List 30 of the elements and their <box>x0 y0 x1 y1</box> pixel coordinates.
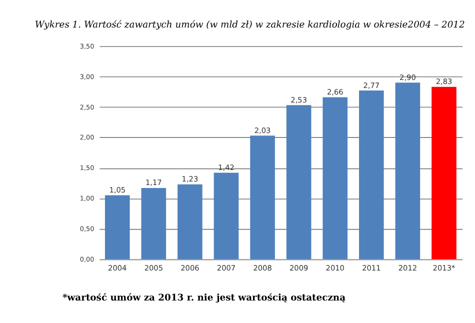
data-label: 2,03 <box>254 126 272 135</box>
x-tick-label: 2006 <box>180 264 200 273</box>
data-label: 1,05 <box>109 186 126 195</box>
bar <box>432 86 456 260</box>
x-tick-label: 2005 <box>144 264 164 273</box>
chart-title: Wykres 1. Wartość zawartych umów (w mld zł) w zakresie kardiologia w okresie2004 – 2012 <box>34 20 466 31</box>
x-tick-label: 2009 <box>289 264 308 273</box>
data-label: 1,23 <box>182 174 198 184</box>
bar <box>322 97 348 260</box>
text: *wartość umów za 2013 r. nie jest wartością ostateczną <box>62 292 346 304</box>
data-label: 1,17 <box>145 178 162 188</box>
data-label: 2,53 <box>290 95 308 104</box>
data-label: 2,66 <box>326 87 344 96</box>
x-tick-label: 2012 <box>398 264 418 273</box>
bar <box>141 188 166 260</box>
x-tick-label: 2011 <box>362 264 381 273</box>
x-tick-label: 2013* <box>432 264 456 273</box>
bar <box>250 136 275 260</box>
data-label: 2,77 <box>363 80 380 90</box>
x-tick-label: 2010 <box>326 264 345 273</box>
x-tick-label: 2004 <box>108 264 128 273</box>
bar <box>214 172 239 260</box>
x-tick-label: 2008 <box>253 264 272 273</box>
data-label: 2,83 <box>436 77 452 86</box>
bar <box>104 195 130 260</box>
x-tick-label: 2007 <box>216 264 236 273</box>
bar <box>178 184 202 260</box>
bar <box>286 105 312 260</box>
bar <box>395 82 420 260</box>
bar <box>359 90 384 260</box>
